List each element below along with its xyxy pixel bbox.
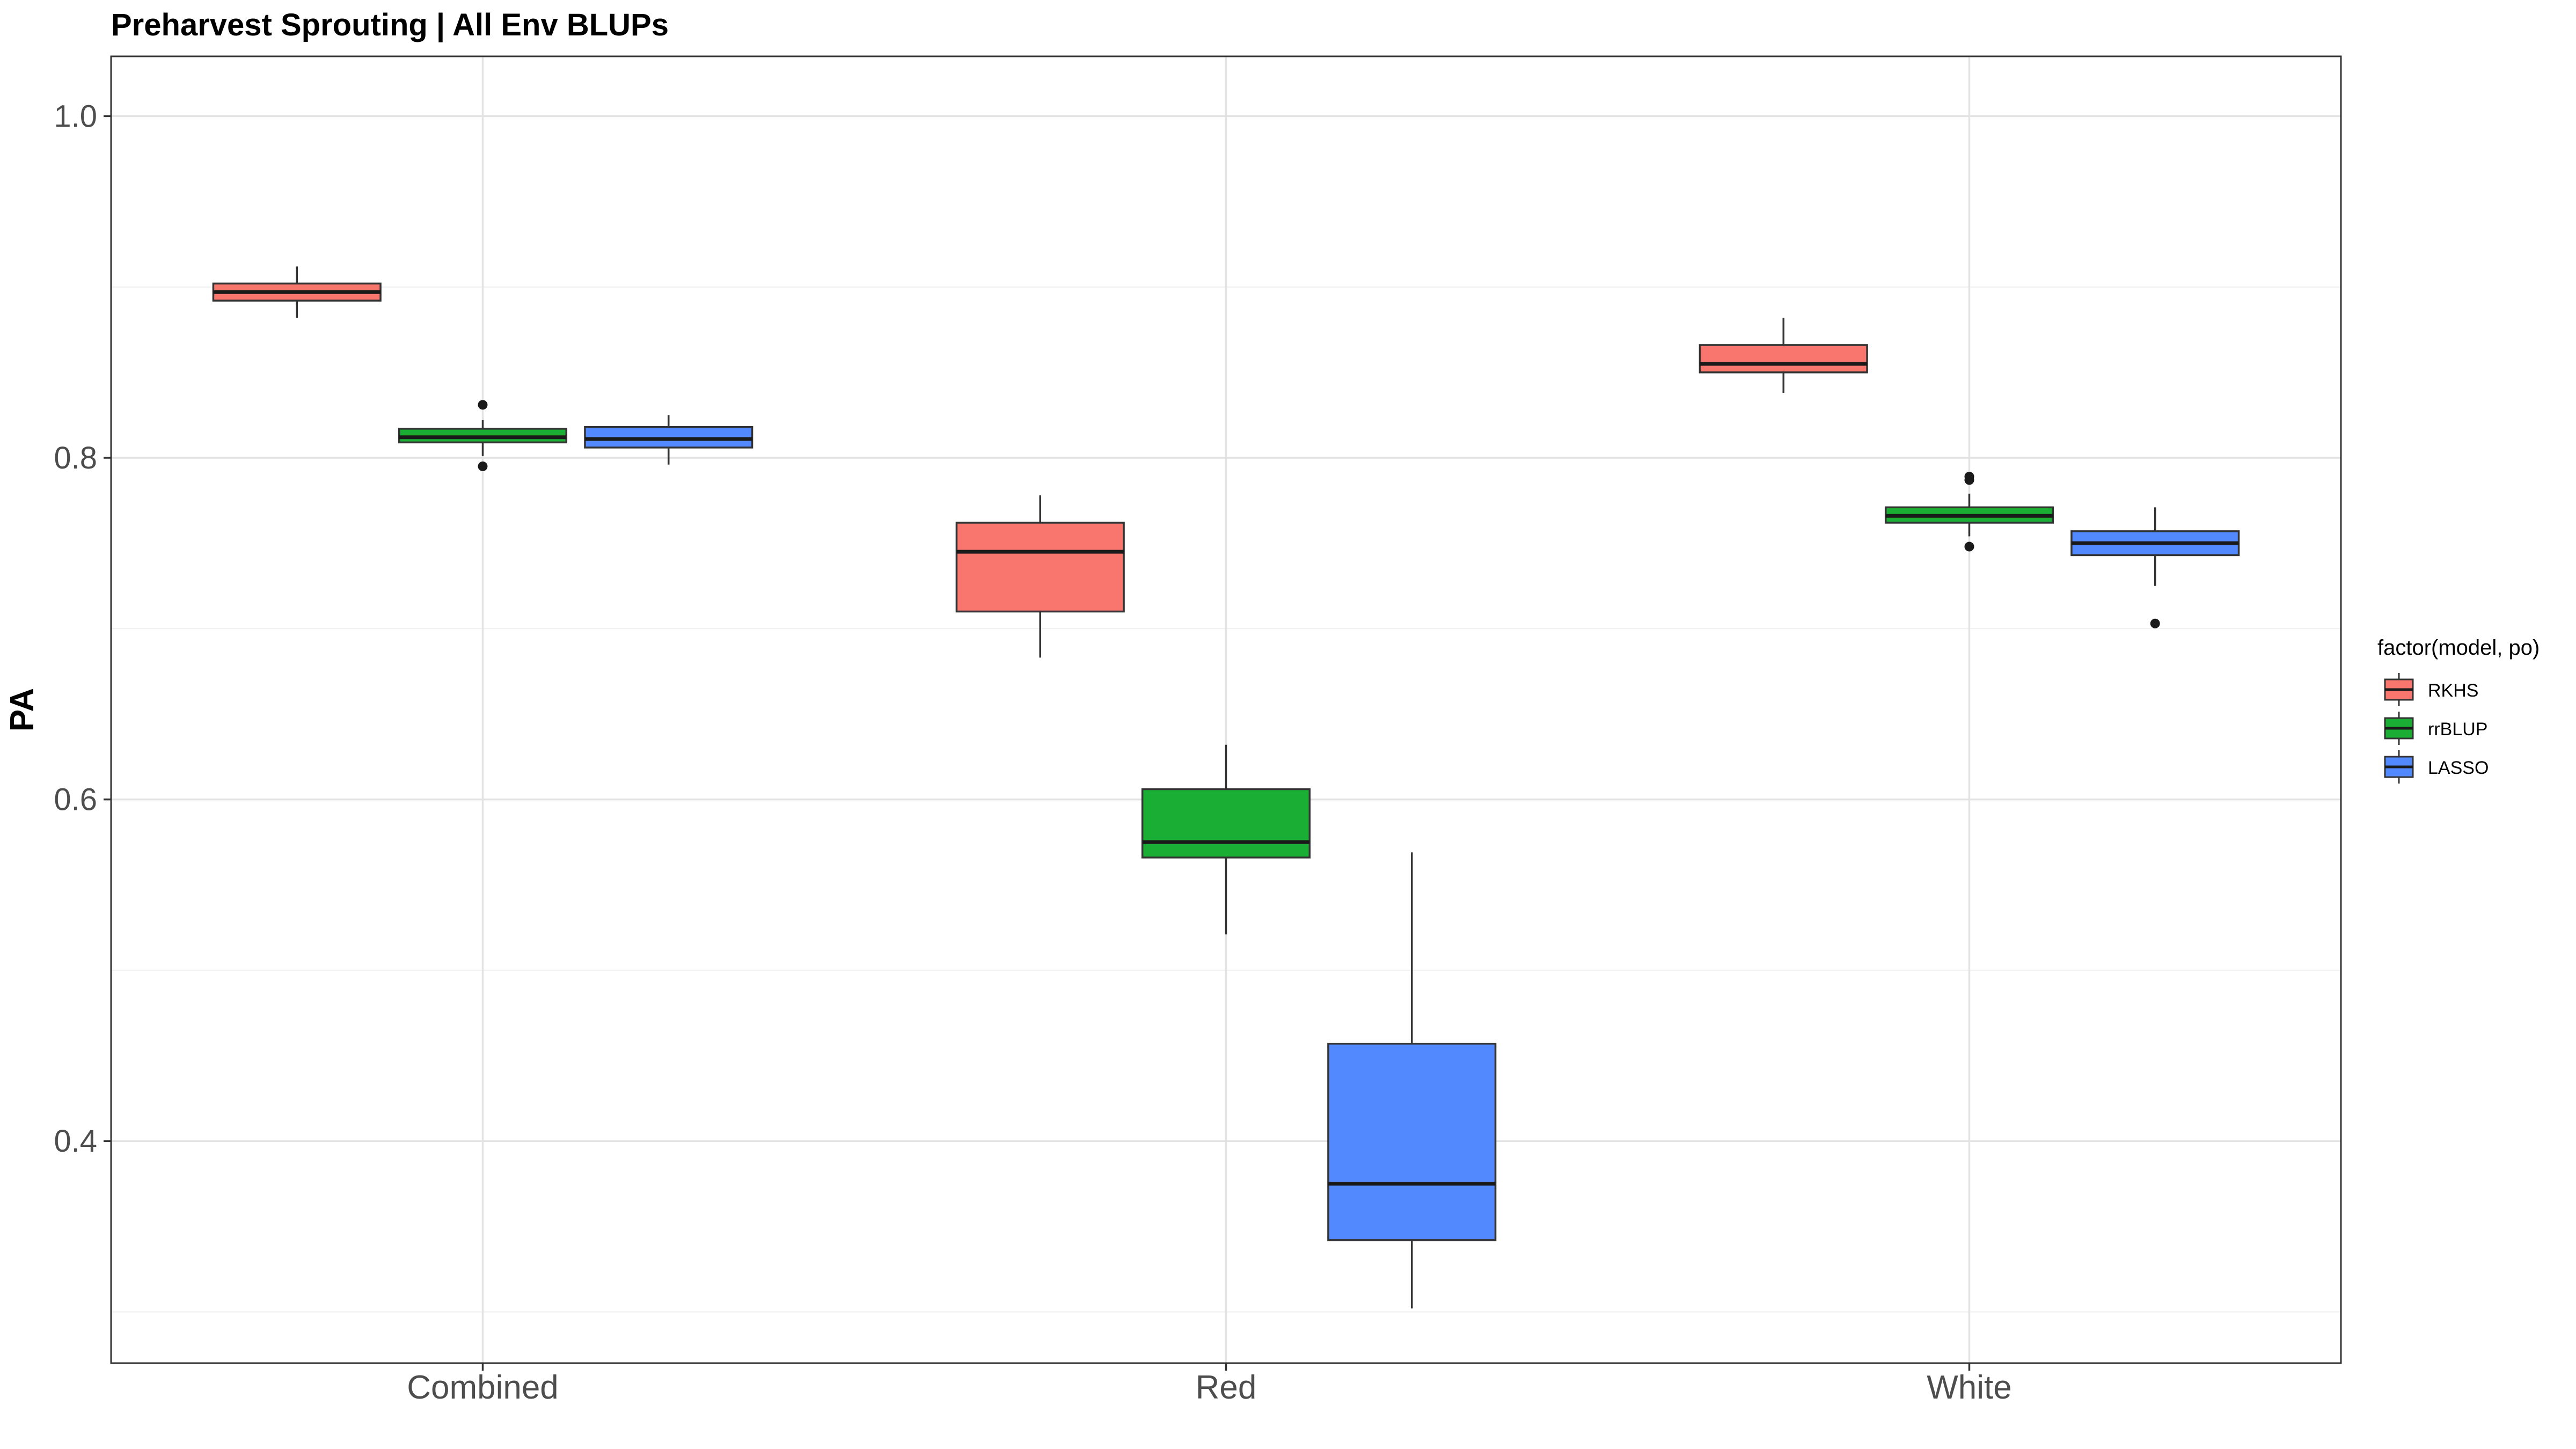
box-rrBLUP-Combined <box>398 400 568 471</box>
box-rrBLUP-White <box>1884 472 2054 552</box>
y-tick-label: 0.4 <box>54 1124 97 1159</box>
chart-title: Preharvest Sprouting | All Env BLUPs <box>111 8 669 42</box>
box-rrBLUP-Red <box>1141 744 1311 935</box>
box-LASSO-Combined <box>584 415 753 465</box>
box-body <box>955 522 1125 613</box>
x-tick-label: Red <box>1196 1369 1257 1406</box>
x-tick-label: White <box>1927 1369 2011 1406</box>
box-LASSO-White <box>2070 507 2240 628</box>
legend: factor(model, po) RKHS rrBLUP LASSO <box>2377 636 2540 784</box>
legend-title: factor(model, po) <box>2377 636 2540 660</box>
y-tick-label: 0.6 <box>54 782 97 817</box>
legend-label: RKHS <box>2428 680 2478 701</box>
x-tick-label: Combined <box>407 1369 559 1406</box>
legend-label: LASSO <box>2428 758 2489 778</box>
box-body <box>1327 1043 1497 1241</box>
box-RKHS-Red <box>955 495 1125 658</box>
legend-item-RKHS: RKHS <box>2384 673 2478 706</box>
axes: 0.4 0.6 0.8 1.0 Combined Red White <box>54 99 2011 1406</box>
box-LASSO-Red <box>1327 852 1497 1309</box>
outlier-point <box>1964 475 1974 485</box>
y-tick-label: 0.8 <box>54 441 97 475</box>
y-axis-title: PA <box>4 688 41 732</box>
box-RKHS-White <box>1699 318 1868 393</box>
outlier-point <box>478 461 488 471</box>
grid-lines <box>111 56 2341 1363</box>
box-body <box>1141 788 1311 859</box>
box-RKHS-Combined <box>212 266 382 318</box>
legend-item-rrBLUP: rrBLUP <box>2384 712 2487 745</box>
outlier-point <box>2150 618 2160 628</box>
boxes <box>212 266 2240 1309</box>
outlier-point <box>1964 541 1974 552</box>
box-body <box>1699 344 1868 374</box>
legend-label: rrBLUP <box>2428 719 2487 740</box>
y-tick-label: 1.0 <box>54 99 97 134</box>
legend-item-LASSO: LASSO <box>2384 750 2489 784</box>
outlier-point <box>478 400 488 410</box>
